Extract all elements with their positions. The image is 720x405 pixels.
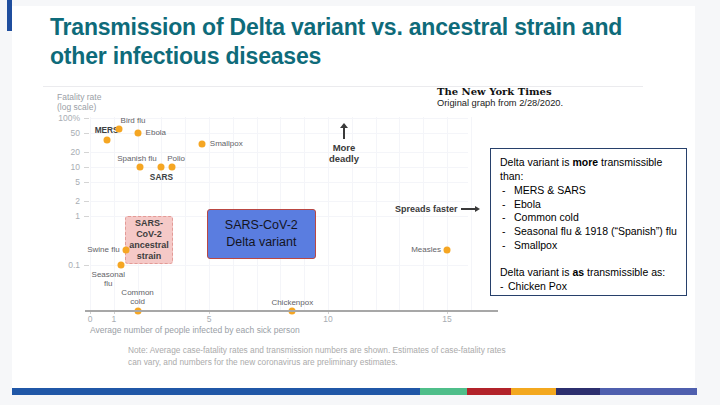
callout-item: Seasonal flu & 1918 (“Spanish”) flu [500,225,677,239]
data-point-label: SARS [150,173,173,183]
grid-line-vertical [185,117,186,311]
y-axis-tick [84,133,89,134]
region-label-line: strain [137,251,162,262]
data-point-label: Commoncold [121,288,153,307]
x-axis-line [85,310,498,313]
y-axis-tick [84,167,89,168]
x-axis-tick-label: 15 [442,314,451,324]
grid-line-horizontal [90,265,468,266]
up-arrow-line [343,126,345,139]
spreads-faster-annotation: Spreads faster [395,204,458,214]
grid-line-vertical [161,117,162,311]
data-point-label: Chickenpox [271,297,313,306]
footer-stripe-segment [556,388,600,395]
y-axis-tick [84,182,89,183]
y-axis-tick-label: 20 [52,147,80,157]
data-point-spanish-flu [136,164,143,171]
y-axis-tick-label: 0.1 [52,260,80,270]
data-point-bird-flu [115,125,122,132]
grid-line-horizontal [90,118,468,119]
x-axis-tick-label: 1 [111,314,116,324]
y-axis-tick [84,265,89,266]
region-label-line: ancestral [129,240,169,251]
y-axis-tick-label: 10 [52,162,80,172]
footer-stripe-segment [467,388,511,395]
data-point-label: Swine flu [87,246,119,255]
right-arrow-icon [475,206,480,212]
x-axis-title: Average number of people infected by eac… [90,325,300,335]
data-point-smallpox [198,140,205,147]
footnote-line1: Note: Average case-fatality rates and tr… [128,344,506,356]
data-point-label: Seasonalflu [92,270,125,289]
data-point-label: Bird flu [121,115,146,124]
callout-item: Common cold [500,211,677,225]
data-point-ebola [134,129,141,136]
x-axis-tick-label: 0 [88,314,93,324]
grid-line-horizontal [90,201,468,202]
region-delta: SARS-CoV-2Delta variant [207,209,316,260]
x-axis-tick-label: 10 [323,314,332,324]
footnote: Note: Average case-fatality rates and tr… [128,344,506,368]
footer-stripe [12,388,697,395]
y-axis-tick [84,118,89,119]
data-point-mers [103,137,110,144]
y-axis-tick-label: 1 [52,211,80,221]
y-axis-tick-label: 100% [52,113,80,123]
y-axis-tick [84,201,89,202]
right-arrow-line [461,208,476,210]
region-label-line: SARS- [135,218,163,229]
data-point-sars [158,164,165,171]
data-point-label: Polio [167,154,185,163]
callout-item: Smallpox [500,239,677,253]
more-deadly-annotation: More deadly [324,142,364,165]
callout-item: MERS & SARS [500,184,677,198]
footnote-line2: can vary, and numbers for the new corona… [128,356,506,368]
y-axis-tick [84,152,89,153]
data-point-label: Spanish flu [117,154,157,163]
grid-line-horizontal [90,182,468,183]
data-point-label: Smallpox [210,139,243,148]
footer-stripe-segment [12,388,420,395]
footer-stripe-segment [511,388,556,395]
y-axis-tick-label: 5 [52,177,80,187]
data-point-seasonal-flu [117,262,124,269]
footer-stripe-segment [420,388,467,395]
grid-line-vertical [447,117,448,311]
callout-item: Ebola [500,198,677,212]
grid-line-vertical [471,117,472,311]
region-label-line: SARS-CoV-2 [225,217,298,235]
data-point-polio [169,164,176,171]
grid-line-vertical [138,117,139,311]
callout-para1: Delta variant is more transmissible than… [500,156,677,184]
callout-list: MERS & SARSEbolaCommon coldSeasonal flu … [500,184,677,253]
grid-line-vertical [376,117,377,311]
region-label-line: CoV-2 [136,229,162,240]
data-point-swine-flu [122,247,129,254]
y-axis-tick-label: 2 [52,196,80,206]
callout-para2: Delta variant is as transmissible as: [500,266,677,280]
y-axis-tick [84,216,89,217]
data-point-label: Ebola [146,128,166,137]
grid-line-horizontal [90,167,468,168]
region-ancestral: SARS-CoV-2ancestralstrain [125,216,174,264]
callout-box: Delta variant is more transmissible than… [490,148,687,296]
callout-item2: Chicken Pox [500,280,677,294]
grid-line-vertical [423,117,424,311]
data-point-label: Measles [411,246,441,255]
region-label-line: Delta variant [226,234,296,252]
data-point-measles [444,247,451,254]
footer-stripe-segment [600,388,697,395]
grid-line-vertical [399,117,400,311]
x-axis-tick-label: 5 [207,314,212,324]
y-axis-tick-label: 50 [52,128,80,138]
